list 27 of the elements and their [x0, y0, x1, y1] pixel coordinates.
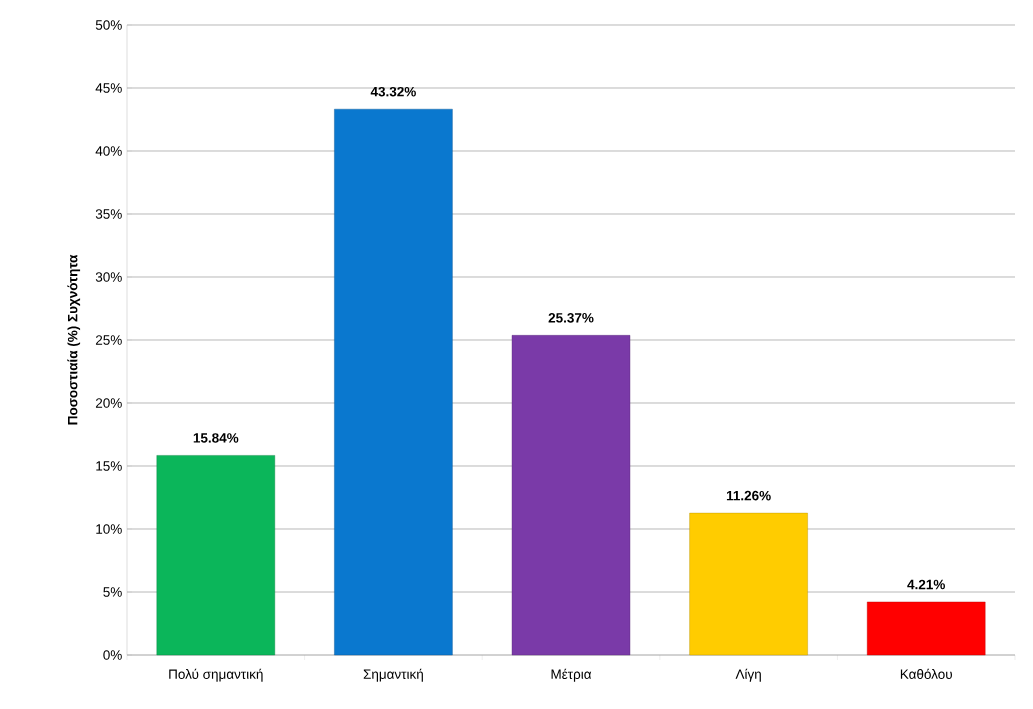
y-tick-label: 30% [95, 272, 122, 282]
y-axis-title: Ποσοστιαία (%) Συχνότητα [67, 254, 81, 425]
x-tick-label: Πολύ σημαντική [169, 668, 263, 682]
x-tick-label: Καθόλου [900, 668, 952, 679]
y-tick-label: 35% [95, 209, 122, 219]
data-label: 11.26% [726, 490, 771, 501]
y-tick-label: 45% [95, 83, 122, 93]
y-tick-label: 25% [95, 335, 122, 345]
y-tick-label: 50% [95, 20, 122, 30]
y-tick-label: 20% [95, 398, 122, 408]
bar [867, 601, 986, 656]
bar [334, 108, 453, 656]
y-tick-label: 0% [103, 650, 122, 660]
bar [689, 512, 808, 656]
x-tick-label: Μέτρια [551, 668, 592, 682]
x-tick-label: Λίγη [735, 668, 761, 682]
data-label: 25.37% [548, 313, 594, 323]
bar [511, 335, 631, 656]
y-tick-label: 5% [103, 587, 122, 597]
bar [156, 455, 275, 656]
data-label: 43.32% [370, 86, 416, 97]
y-tick-label: 10% [96, 524, 122, 534]
data-label: 15.84% [193, 433, 239, 443]
data-label: 4.21% [907, 579, 945, 590]
x-tick-label: Σημαντική [363, 668, 423, 682]
y-tick-label: 15% [96, 461, 122, 471]
y-tick-label: 40% [95, 146, 122, 156]
